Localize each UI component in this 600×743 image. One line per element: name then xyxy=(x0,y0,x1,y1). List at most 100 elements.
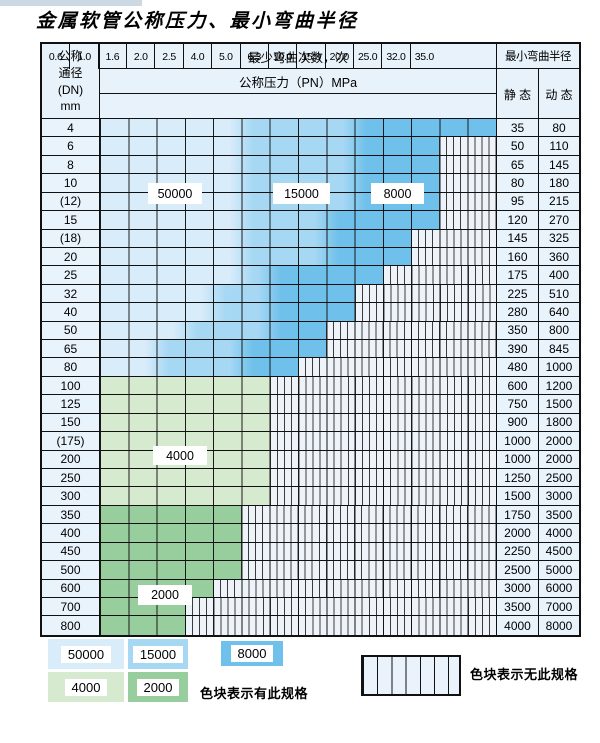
pressure-column-header: 5.0 xyxy=(212,44,241,69)
dn-cell: 500 xyxy=(42,561,100,579)
table-row: 20 160 360 xyxy=(42,247,579,267)
dynamic-radius-cell: 145 xyxy=(538,155,579,174)
static-radius-cell: 80 xyxy=(496,174,538,192)
table-row: 6 50 110 xyxy=(42,137,579,156)
legend-has-spec-text: 色块表示有此规格 xyxy=(200,686,309,701)
table-row: 500 2500 5000 xyxy=(42,561,579,580)
pressure-cells xyxy=(100,155,496,174)
table-row: 700 3500 7000 xyxy=(42,597,579,617)
dynamic-radius-cell: 4500 xyxy=(538,542,579,561)
dynamic-radius-cell: 6000 xyxy=(538,579,579,597)
header-nominal-pressure: 公称压力（PN）MPa xyxy=(100,69,496,94)
table-row: 4 35 80 xyxy=(42,119,579,138)
pressure-column-header: 32.0 xyxy=(382,44,411,69)
table-header: 公称 通径 (DN) mm 最少弯曲次数，次 公称压力（PN）MPa 0.6 1.0 1.… xyxy=(42,44,579,119)
pressure-column-header: 4.0 xyxy=(184,44,213,69)
table-row: 250 1250 2500 xyxy=(42,469,579,488)
header-static: 静 态 xyxy=(496,69,538,119)
pressure-column-header: 25.0 xyxy=(354,44,383,69)
pressure-column-header: 1.6 xyxy=(99,44,128,69)
column-gridlines xyxy=(100,119,496,137)
pressure-cells xyxy=(100,505,496,524)
static-radius-cell: 145 xyxy=(496,229,538,247)
dn-cell: 80 xyxy=(42,358,100,376)
legend-swatch-label: 4000 xyxy=(64,678,108,696)
dynamic-radius-cell: 800 xyxy=(538,321,579,340)
dn-cell: 8 xyxy=(42,155,100,174)
column-gridlines xyxy=(100,395,496,413)
dn-cell: 600 xyxy=(42,579,100,597)
pressure-cells xyxy=(100,542,496,561)
static-radius-cell: 600 xyxy=(496,376,538,395)
dn-cell: (18) xyxy=(42,229,100,247)
dynamic-radius-cell: 845 xyxy=(538,340,579,358)
dynamic-radius-cell: 360 xyxy=(538,247,579,266)
table-row: (175) 1000 2000 xyxy=(42,432,579,451)
table-row: 40 280 640 xyxy=(42,303,579,322)
table-row: 100 600 1200 xyxy=(42,376,579,396)
dynamic-radius-cell: 2500 xyxy=(538,469,579,487)
static-radius-cell: 35 xyxy=(496,119,538,137)
static-radius-cell: 280 xyxy=(496,303,538,321)
dn-cell: 125 xyxy=(42,395,100,413)
static-radius-cell: 4000 xyxy=(496,616,538,635)
static-radius-cell: 65 xyxy=(496,155,538,174)
pressure-cells xyxy=(100,229,496,247)
dynamic-radius-cell: 3000 xyxy=(538,487,579,505)
header-dn-line: (DN) xyxy=(57,82,84,97)
column-gridlines xyxy=(100,155,496,174)
spec-table: 公称 通径 (DN) mm 最少弯曲次数，次 公称压力（PN）MPa 0.6 1.0 1.… xyxy=(40,42,581,637)
dn-cell: 450 xyxy=(42,542,100,561)
table-row: 400 2000 4000 xyxy=(42,524,579,543)
table-row: 15 120 270 xyxy=(42,211,579,230)
pressure-column-header: 0.6 xyxy=(42,44,71,69)
pressure-column-header: 20.0 xyxy=(326,44,354,69)
pressure-cells xyxy=(100,284,496,303)
table-body: 4 35 80 6 50 110 8 65 145 10 80 180 (12) 95 215 15 120 27… xyxy=(42,119,579,635)
dn-cell: (175) xyxy=(42,432,100,450)
dynamic-radius-cell: 325 xyxy=(538,229,579,247)
column-gridlines xyxy=(100,505,496,524)
column-gridlines xyxy=(100,579,496,597)
pressure-column-header: 2.0 xyxy=(127,44,156,69)
dn-cell: 400 xyxy=(42,524,100,542)
pressure-cells xyxy=(100,561,496,579)
column-gridlines xyxy=(100,340,496,358)
top-strip xyxy=(0,0,142,6)
pressure-cells xyxy=(100,303,496,321)
column-gridlines xyxy=(100,597,496,616)
dynamic-radius-cell: 270 xyxy=(538,211,579,229)
dn-cell: 250 xyxy=(42,469,100,487)
column-gridlines xyxy=(100,487,496,505)
column-gridlines xyxy=(100,616,496,635)
dn-cell: 200 xyxy=(42,450,100,469)
legend-swatch-4000: 4000 xyxy=(48,672,124,702)
static-radius-cell: 175 xyxy=(496,266,538,284)
static-radius-cell: 2500 xyxy=(496,561,538,579)
dynamic-radius-cell: 2000 xyxy=(538,450,579,469)
pressure-cells xyxy=(100,487,496,505)
column-gridlines xyxy=(100,376,496,395)
legend-swatch-label: 15000 xyxy=(132,645,184,663)
static-radius-cell: 1750 xyxy=(496,505,538,524)
table-row: (18) 145 325 xyxy=(42,229,579,248)
table-row: 800 4000 8000 xyxy=(42,616,579,635)
dynamic-radius-cell: 110 xyxy=(538,137,579,155)
pressure-cells xyxy=(100,579,496,597)
header-bend-cycles: 最少弯曲次数，次 xyxy=(100,44,496,69)
column-gridlines xyxy=(100,211,496,229)
static-radius-cell: 95 xyxy=(496,192,538,211)
pressure-cells xyxy=(100,211,496,229)
dynamic-radius-cell: 180 xyxy=(538,174,579,192)
dynamic-radius-cell: 80 xyxy=(538,119,579,137)
static-radius-cell: 1000 xyxy=(496,450,538,469)
header-dn-line: mm xyxy=(60,99,81,114)
header-dynamic: 动 态 xyxy=(538,69,579,119)
legend-swatch-50000: 50000 xyxy=(48,639,124,669)
dynamic-radius-cell: 1800 xyxy=(538,413,579,432)
column-gridlines xyxy=(100,229,496,247)
dn-cell: 25 xyxy=(42,266,100,284)
dynamic-radius-cell: 5000 xyxy=(538,561,579,579)
pressure-cells xyxy=(100,266,496,284)
